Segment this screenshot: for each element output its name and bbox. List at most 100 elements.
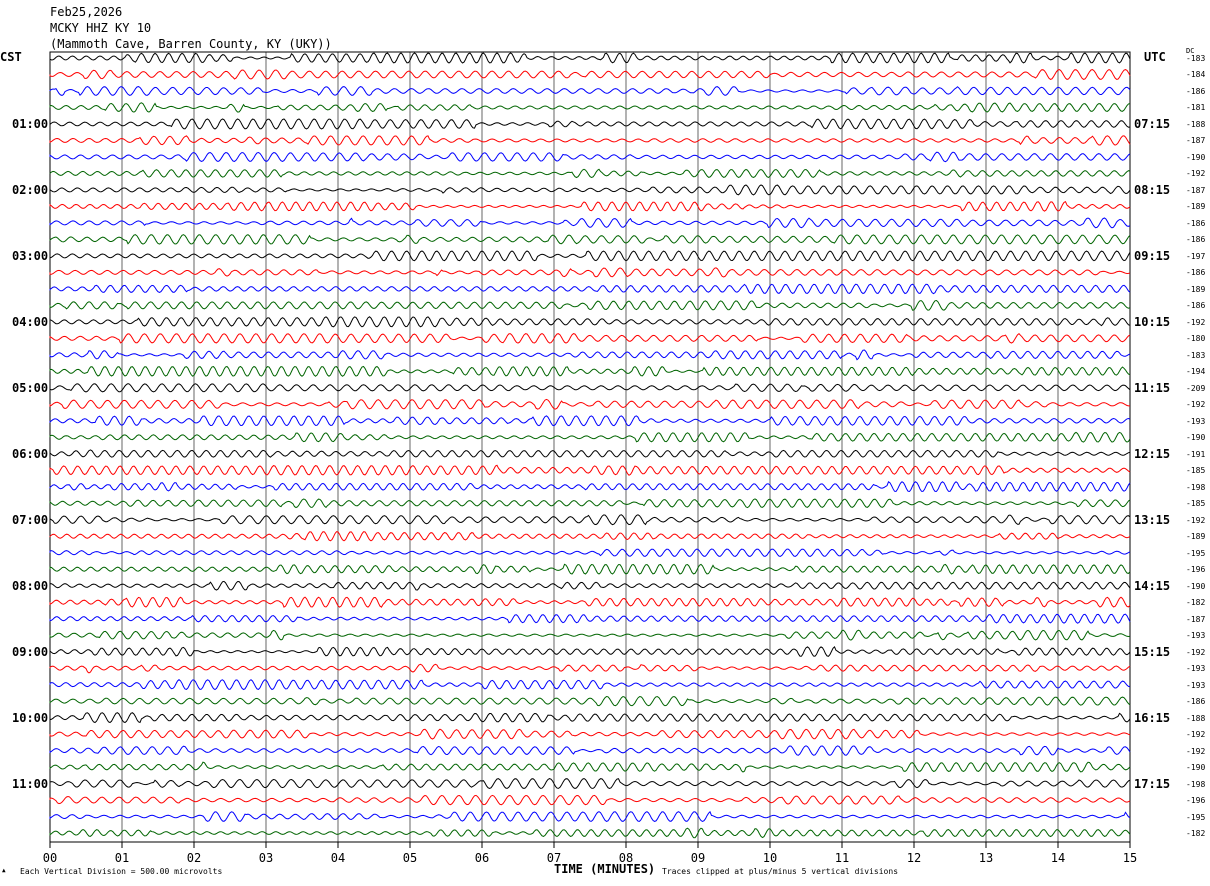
utc-hour-label: 07:15 bbox=[1134, 116, 1171, 131]
seismic-trace bbox=[49, 498, 1131, 509]
seismic-trace bbox=[49, 827, 1131, 839]
seismic-trace bbox=[49, 613, 1131, 624]
dc-offset-label: -186 bbox=[1186, 218, 1206, 228]
seismic-trace bbox=[49, 745, 1131, 756]
seismic-trace bbox=[49, 283, 1131, 295]
dc-offset-label: -193 bbox=[1186, 416, 1206, 426]
cst-hour-label: 06:00 bbox=[12, 446, 49, 461]
x-tick-label: 02 bbox=[187, 851, 201, 865]
seismic-trace bbox=[49, 135, 1131, 146]
dc-offset-label: -195 bbox=[1186, 812, 1206, 822]
seismic-trace bbox=[49, 383, 1131, 393]
dc-offset-label: -196 bbox=[1186, 796, 1206, 806]
seismic-trace bbox=[49, 365, 1131, 377]
seismic-trace bbox=[49, 52, 1131, 64]
dc-offset-label: -185 bbox=[1186, 466, 1206, 476]
dc-offset-label: -193 bbox=[1186, 631, 1206, 641]
seismic-trace bbox=[49, 234, 1131, 245]
logo-mark: ▲ bbox=[2, 867, 6, 874]
dc-offset-label: -193 bbox=[1186, 680, 1206, 690]
x-tick-label: 15 bbox=[1123, 851, 1137, 865]
x-tick-label: 04 bbox=[331, 851, 345, 865]
dc-offset-label: -192 bbox=[1186, 647, 1206, 657]
clip-note: Traces clipped at plus/minus 5 vertical … bbox=[662, 867, 899, 876]
seismic-trace bbox=[49, 102, 1131, 113]
dc-offset-label: -195 bbox=[1186, 548, 1206, 558]
dc-offset-label: -189 bbox=[1186, 532, 1206, 542]
scale-note: Each Vertical Division = 500.00 microvol… bbox=[20, 867, 223, 876]
right-timezone-label: UTC bbox=[1144, 50, 1166, 64]
x-tick-label: 14 bbox=[1051, 851, 1065, 865]
dc-offset-label: -190 bbox=[1186, 433, 1206, 443]
seismic-trace bbox=[49, 695, 1131, 707]
seismic-trace bbox=[49, 481, 1131, 493]
dc-offset-label: -188 bbox=[1186, 713, 1206, 723]
seismic-trace bbox=[49, 267, 1131, 278]
dc-offset-label: -192 bbox=[1186, 400, 1206, 410]
seismic-trace bbox=[49, 217, 1131, 229]
x-axis-title: TIME (MINUTES) bbox=[554, 862, 656, 876]
seismic-trace bbox=[49, 69, 1131, 80]
seismic-trace bbox=[49, 168, 1131, 179]
cst-hour-label: 03:00 bbox=[12, 248, 49, 263]
dc-offset-label: -186 bbox=[1186, 86, 1206, 96]
dc-offset-label: -183 bbox=[1186, 54, 1206, 63]
plot-frame bbox=[49, 51, 1131, 843]
utc-hour-label: 11:15 bbox=[1134, 380, 1171, 395]
dc-offset-label: -187 bbox=[1186, 185, 1206, 195]
cst-hour-label: 08:00 bbox=[12, 578, 49, 593]
utc-hour-label: 12:15 bbox=[1134, 446, 1171, 461]
cst-hour-label: 07:00 bbox=[12, 512, 49, 527]
dc-offset-label: -187 bbox=[1186, 136, 1206, 146]
x-tick-label: 08 bbox=[619, 851, 633, 865]
x-tick-label: 00 bbox=[43, 851, 57, 865]
dc-offset-label: -182 bbox=[1186, 598, 1206, 608]
seismic-trace bbox=[49, 580, 1131, 591]
seismic-trace bbox=[49, 810, 1131, 822]
dc-offset-label: -184 bbox=[1186, 70, 1206, 80]
x-tick-label: 12 bbox=[907, 851, 921, 865]
utc-hour-label: 10:15 bbox=[1134, 314, 1171, 329]
x-tick-label: 07 bbox=[547, 851, 561, 865]
seismic-trace bbox=[49, 299, 1131, 311]
utc-hour-label: 15:15 bbox=[1134, 644, 1171, 659]
seismic-trace bbox=[49, 184, 1131, 196]
seismic-trace bbox=[49, 646, 1131, 657]
dc-offset-label: -180 bbox=[1186, 334, 1206, 344]
x-tick-label: 13 bbox=[979, 851, 993, 865]
dc-offset-label: -190 bbox=[1186, 763, 1206, 773]
dc-offset-label: -182 bbox=[1186, 829, 1206, 839]
utc-hour-label: 08:15 bbox=[1134, 182, 1171, 197]
cst-hour-label: 09:00 bbox=[12, 644, 49, 659]
dc-offset-label: -188 bbox=[1186, 119, 1206, 129]
dc-offset-label: -192 bbox=[1186, 515, 1206, 525]
dc-offset-label: -192 bbox=[1186, 169, 1206, 179]
cst-hour-label: 01:00 bbox=[12, 116, 49, 131]
seismic-trace bbox=[49, 316, 1131, 328]
x-tick-label: 11 bbox=[835, 851, 849, 865]
dc-offset-label: -193 bbox=[1186, 664, 1206, 674]
utc-hour-label: 09:15 bbox=[1134, 248, 1171, 263]
seismic-trace bbox=[49, 679, 1131, 691]
x-tick-label: 01 bbox=[115, 851, 129, 865]
x-tick-label: 05 bbox=[403, 851, 417, 865]
dc-offset-label: -186 bbox=[1186, 301, 1206, 311]
seismic-trace bbox=[49, 548, 1131, 557]
dc-offset-label: -197 bbox=[1186, 251, 1206, 261]
dc-offset-label: -186 bbox=[1186, 697, 1206, 707]
dc-label: DC bbox=[1186, 47, 1195, 55]
cst-hour-label: 05:00 bbox=[12, 380, 49, 395]
seismic-trace bbox=[49, 712, 1131, 724]
location-label: (Mammoth Cave, Barren County, KY (UKY)) bbox=[50, 37, 332, 51]
dc-offset-label: -183 bbox=[1186, 350, 1206, 360]
dc-offset-label: -181 bbox=[1186, 103, 1206, 113]
utc-hour-label: 14:15 bbox=[1134, 578, 1171, 593]
seismic-trace bbox=[49, 514, 1131, 526]
x-tick-label: 03 bbox=[259, 851, 273, 865]
seismic-trace bbox=[49, 629, 1131, 641]
dc-offset-label: -209 bbox=[1186, 383, 1206, 393]
utc-hour-label: 13:15 bbox=[1134, 512, 1171, 527]
seismic-trace bbox=[49, 151, 1131, 163]
x-tick-label: 09 bbox=[691, 851, 705, 865]
